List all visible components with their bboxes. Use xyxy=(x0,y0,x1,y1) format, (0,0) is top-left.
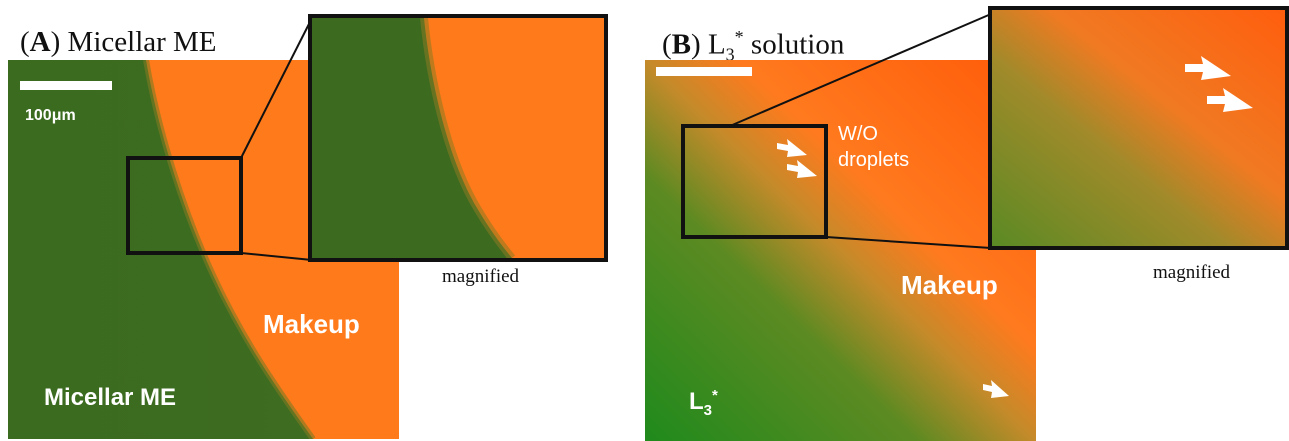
panel-a-title: (A) Micellar ME xyxy=(20,26,217,58)
panel-b: (B) L3* solution xyxy=(645,0,1289,441)
inset-arrow-2-icon xyxy=(1207,88,1253,112)
panel-a-makeup-label: Makeup xyxy=(263,309,360,339)
scale-bar-label: 100μm xyxy=(25,107,76,124)
scale-bar-b xyxy=(656,67,752,76)
panel-b-makeup-label: Makeup xyxy=(901,270,998,300)
panel-a: (A) Micellar ME 100μm xyxy=(0,0,640,441)
panel-b-title: (B) L3* solution xyxy=(662,27,845,65)
panel-a-micellar-label: Micellar ME xyxy=(44,384,177,411)
panel-b-micrograph xyxy=(645,60,1036,441)
panel-a-micrograph xyxy=(8,60,399,439)
panel-a-inset xyxy=(308,14,608,262)
scale-bar xyxy=(20,81,112,90)
bottom-arrow-icon xyxy=(983,380,1009,398)
panel-a-inset-caption: magnified xyxy=(442,266,520,287)
panel-b-connector-lines xyxy=(729,13,992,249)
panel-a-region-box xyxy=(126,156,243,255)
inset-arrow-1-icon xyxy=(1185,56,1231,80)
panel-b-inset xyxy=(988,6,1289,250)
panel-b-inset-caption: magnified xyxy=(1153,262,1231,283)
droplet-arrow-2-icon xyxy=(787,160,817,178)
panel-b-blank-area xyxy=(1036,250,1289,441)
droplet-arrow-1-icon xyxy=(777,139,807,157)
panel-b-region-box xyxy=(681,124,828,239)
panel-a-blank-area xyxy=(399,262,640,441)
panel-a-connector-lines xyxy=(240,17,313,261)
droplets-label: W/O droplets xyxy=(838,123,910,171)
panel-b-l3-label: L3* xyxy=(689,387,718,419)
